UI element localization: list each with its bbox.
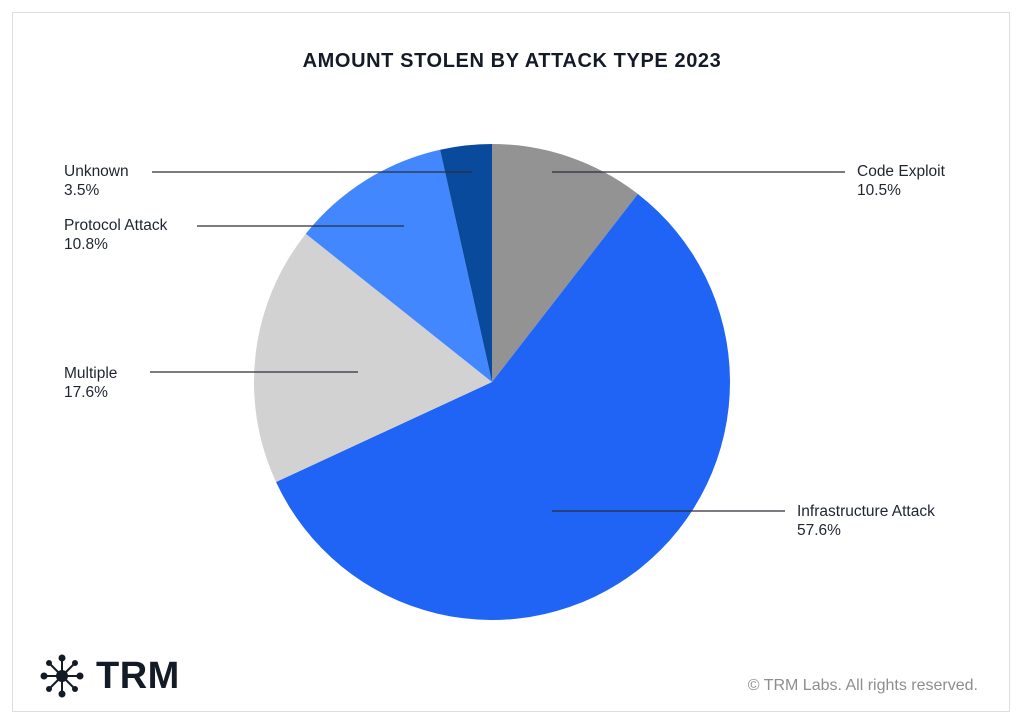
chart-title: AMOUNT STOLEN BY ATTACK TYPE 2023	[302, 50, 722, 72]
label-protocol-attack: Protocol Attack 10.8%	[64, 216, 167, 254]
slice-name: Infrastructure Attack	[797, 503, 935, 520]
leader-lines	[150, 171, 845, 512]
pie-slices	[253, 144, 730, 620]
label-code-exploit: Code Exploit 10.5%	[857, 162, 945, 200]
chart-frame	[12, 12, 1010, 712]
slice-value: 3.5%	[64, 182, 100, 199]
slice-name: Protocol Attack	[64, 217, 168, 234]
label-unknown: Unknown 3.5%	[64, 162, 129, 200]
slice-name: Code Exploit	[857, 163, 945, 180]
trm-logo: TRM	[40, 654, 180, 698]
slice-value: 10.5%	[857, 182, 901, 199]
pie-slice-multiple	[253, 233, 492, 482]
pie-slice-code-exploit	[492, 144, 638, 382]
slice-name: Unknown	[64, 163, 129, 180]
pie-slice-protocol-attack	[305, 149, 492, 382]
pie-slice-infrastructure-attack	[276, 193, 730, 620]
logo-wordmark: TRM	[96, 654, 180, 697]
network-node-icon	[40, 654, 84, 698]
label-infrastructure-attack: Infrastructure Attack 57.6%	[797, 502, 935, 540]
pie-slice-unknown	[440, 144, 492, 382]
slice-value: 17.6%	[64, 384, 108, 401]
slice-value: 57.6%	[797, 522, 841, 539]
copyright-notice: © TRM Labs. All rights reserved.	[747, 677, 978, 694]
slice-name: Multiple	[64, 365, 118, 382]
label-multiple: Multiple 17.6%	[64, 364, 117, 402]
slice-value: 10.8%	[64, 236, 108, 253]
